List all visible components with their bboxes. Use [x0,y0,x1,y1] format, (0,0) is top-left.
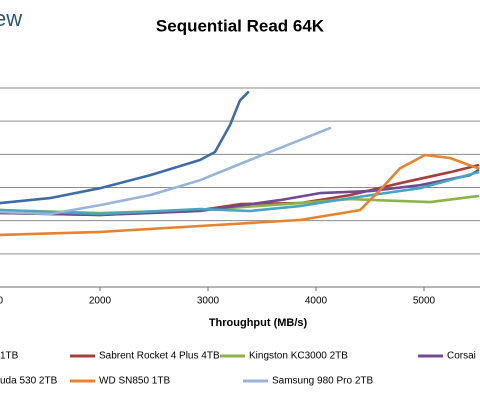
logo: ew [0,6,22,31]
x-tick-label: 3000 [197,296,220,307]
legend-label: 1TB [0,351,19,362]
legend-label: Kingston KC3000 2TB [249,351,348,362]
chart-title: Sequential Read 64K [156,16,325,35]
legend-label: Corsai [447,351,476,362]
legend-label: uda 530 2TB [0,376,58,387]
series-line [0,170,480,216]
legend-label: WD SN850 1TB [99,376,170,387]
x-tick-label: 1000 [0,296,4,307]
x-tick-label: 4000 [305,296,328,307]
x-tick-label: 5000 [413,296,436,307]
series-line [0,126,332,216]
x-axis-label: Throughput (MB/s) [209,317,308,329]
series-line [0,91,250,205]
legend-label: Samsung 980 Pro 2TB [272,376,373,387]
series-line [0,153,480,237]
legend-label: Sabrent Rocket 4 Plus 4TB [99,351,220,362]
x-tick-label: 2000 [89,296,112,307]
